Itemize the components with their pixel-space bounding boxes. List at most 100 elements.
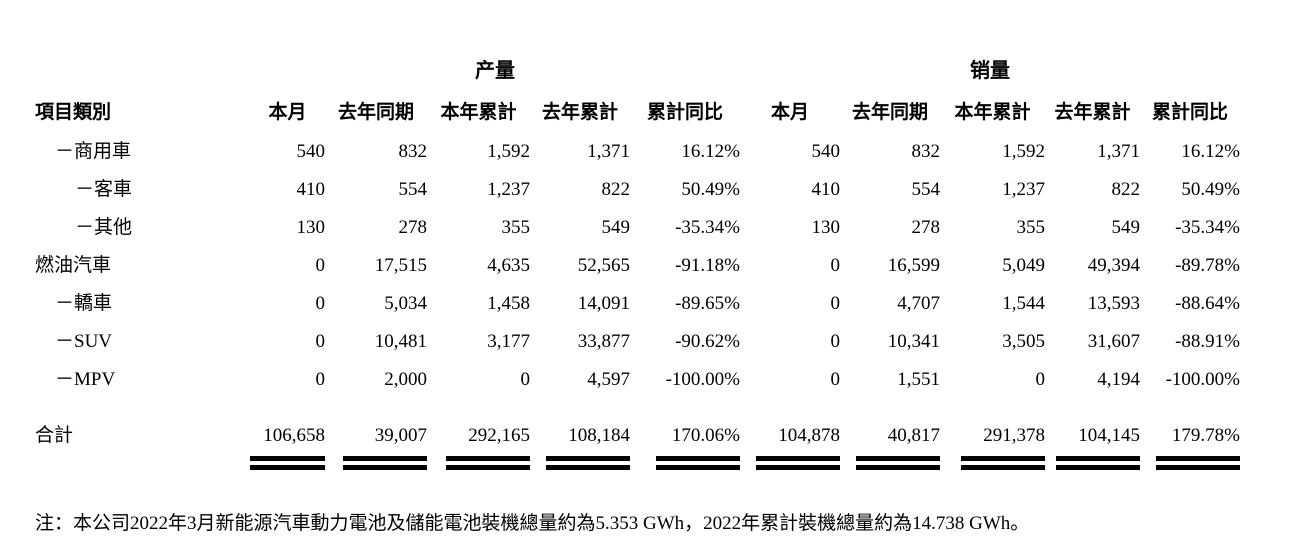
cell-value: 540 [811, 140, 841, 162]
cell-value: 1,237 [487, 178, 530, 200]
cell-value: -100.00% [1165, 368, 1240, 390]
cell-value: 0 [830, 292, 841, 314]
cell-value: 0 [830, 254, 841, 276]
sales-group-header: 销量 [970, 60, 1010, 82]
column-header: 去年同期 [851, 101, 928, 123]
cell-value: 832 [911, 140, 941, 162]
cell-value: 549 [1111, 216, 1141, 238]
cell-value: 4,635 [487, 254, 530, 276]
column-header: 本月 [770, 101, 809, 123]
cell-value: 16,599 [887, 254, 940, 276]
cell-value: -35.34% [1175, 216, 1240, 238]
cell-value: -100.00% [665, 368, 740, 390]
cell-value: 1,592 [487, 140, 530, 162]
group-header-spacer [35, 50, 250, 92]
double-rule [1056, 456, 1140, 470]
group-header-row: 产量 销量 [35, 50, 1240, 92]
cell-value: 5,034 [384, 292, 427, 314]
total-value: 291,378 [983, 424, 1045, 446]
column-header: 累計同比 [646, 101, 723, 123]
cell-value: 0 [315, 254, 326, 276]
cell-value: 1,544 [1002, 292, 1045, 314]
category-column-header: 項目類別 [35, 101, 112, 123]
cell-value: 52,565 [577, 254, 630, 276]
total-value: 179.78% [1171, 424, 1240, 446]
total-value: 108,184 [568, 424, 630, 446]
column-header: 累計同比 [1151, 101, 1228, 123]
table-row: －客車 410 554 1,237 822 50.49% 410 554 1,2… [35, 170, 1240, 208]
cell-value: 4,707 [897, 292, 940, 314]
cell-value: 0 [830, 330, 841, 352]
column-header: 本年累計 [440, 101, 517, 123]
cell-value: 2,000 [384, 368, 427, 390]
cell-value: 3,177 [487, 330, 530, 352]
cell-value: -35.34% [675, 216, 740, 238]
row-label: －商用車 [55, 140, 132, 162]
table-row: －MPV 0 2,000 0 4,597 -100.00% 0 1,551 0 … [35, 360, 1240, 398]
cell-value: 554 [398, 178, 428, 200]
cell-value: 5,049 [1002, 254, 1045, 276]
cell-value: 278 [398, 216, 428, 238]
cell-value: 1,371 [587, 140, 630, 162]
double-rule [961, 456, 1045, 470]
cell-value: 1,371 [1097, 140, 1140, 162]
column-header: 去年累計 [1054, 101, 1131, 123]
total-value: 170.06% [671, 424, 740, 446]
table-row: －商用車 540 832 1,592 1,371 16.12% 540 832 … [35, 132, 1240, 170]
total-label: 合計 [35, 424, 74, 446]
row-label: －其他 [75, 216, 133, 238]
cell-value: 33,877 [577, 330, 630, 352]
row-label: －客車 [75, 178, 133, 200]
total-value: 40,817 [887, 424, 940, 446]
column-header: 去年同期 [337, 101, 414, 123]
total-rule-row [35, 454, 1240, 480]
row-label: －轎車 [55, 292, 113, 314]
cell-value: 130 [811, 216, 841, 238]
cell-value: 410 [811, 178, 841, 200]
double-rule [250, 456, 325, 470]
cell-value: 540 [296, 140, 326, 162]
report-page: 产量 销量 項目類別 本月 去年同期 本年累計 去年累計 累計同比 本月 去年同… [0, 50, 1300, 546]
cell-value: 554 [911, 178, 941, 200]
row-label: －SUV [55, 330, 113, 352]
cell-value: 16.12% [681, 140, 740, 162]
row-label: 燃油汽車 [35, 254, 112, 276]
column-header: 去年累計 [541, 101, 618, 123]
cell-value: 4,597 [587, 368, 630, 390]
cell-value: -88.91% [1175, 330, 1240, 352]
table-row: 燃油汽車 0 17,515 4,635 52,565 -91.18% 0 16,… [35, 246, 1240, 284]
cell-value: 410 [296, 178, 326, 200]
total-value: 106,658 [263, 424, 325, 446]
cell-value: -89.65% [675, 292, 740, 314]
cell-value: 17,515 [374, 254, 427, 276]
cell-value: 14,091 [577, 292, 630, 314]
cell-value: 10,341 [887, 330, 940, 352]
total-row: 合計 106,658 39,007 292,165 108,184 170.06… [35, 416, 1240, 454]
cell-value: 50.49% [1181, 178, 1240, 200]
cell-value: -89.78% [1175, 254, 1240, 276]
cell-value: 355 [501, 216, 531, 238]
cell-value: 49,394 [1087, 254, 1140, 276]
column-header: 本年累計 [954, 101, 1031, 123]
double-rule [446, 456, 530, 470]
total-value: 39,007 [374, 424, 427, 446]
production-sales-table: 产量 销量 項目類別 本月 去年同期 本年累計 去年累計 累計同比 本月 去年同… [35, 50, 1240, 480]
column-header: 本月 [268, 101, 307, 123]
cell-value: 822 [601, 178, 631, 200]
cell-value: -90.62% [675, 330, 740, 352]
total-value: 104,145 [1078, 424, 1140, 446]
table-row: －SUV 0 10,481 3,177 33,877 -90.62% 0 10,… [35, 322, 1240, 360]
double-rule [1156, 456, 1240, 470]
cell-value: 4,194 [1097, 368, 1140, 390]
cell-value: 0 [1035, 368, 1046, 390]
cell-value: 355 [1016, 216, 1046, 238]
double-rule [656, 456, 740, 470]
cell-value: -88.64% [1175, 292, 1240, 314]
cell-value: 13,593 [1087, 292, 1140, 314]
cell-value: -91.18% [675, 254, 740, 276]
cell-value: 1,551 [897, 368, 940, 390]
column-header-row: 項目類別 本月 去年同期 本年累計 去年累計 累計同比 本月 去年同期 本年累計… [35, 92, 1240, 132]
cell-value: 0 [315, 368, 326, 390]
cell-value: 1,592 [1002, 140, 1045, 162]
cell-value: 1,458 [487, 292, 530, 314]
